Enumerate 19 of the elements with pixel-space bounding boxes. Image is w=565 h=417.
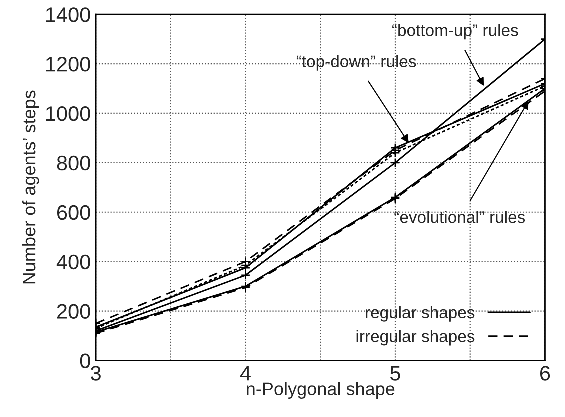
y-tick-label: 400 bbox=[56, 254, 90, 270]
y-tick-label: 1200 bbox=[46, 57, 90, 72]
y-tick-label: 600 bbox=[57, 205, 90, 220]
y-axis-title: Number of agents’ steps bbox=[22, 90, 40, 284]
x-tick-label: 6 bbox=[540, 366, 550, 381]
x-tick-label: 4 bbox=[240, 366, 251, 381]
annotation: “bottom-up” rules bbox=[392, 24, 518, 40]
y-tick-label: 200 bbox=[57, 304, 90, 320]
y-tick-label: 0 bbox=[80, 354, 90, 368]
y-tick-label: 800 bbox=[57, 156, 90, 171]
annotation: “evolutional” rules bbox=[394, 211, 526, 224]
y-tick-label: 1400 bbox=[46, 8, 90, 22]
y-tick-label: 1000 bbox=[46, 106, 90, 122]
annotation: “top-down” rules bbox=[296, 55, 416, 71]
x-tick-label: 3 bbox=[91, 366, 101, 381]
x-axis-title: n-Polygonal shape bbox=[247, 382, 395, 400]
x-tick-label: 5 bbox=[390, 366, 400, 381]
legend-label: regular shapes bbox=[366, 306, 475, 322]
legend-label: irregular shapes bbox=[356, 330, 475, 346]
